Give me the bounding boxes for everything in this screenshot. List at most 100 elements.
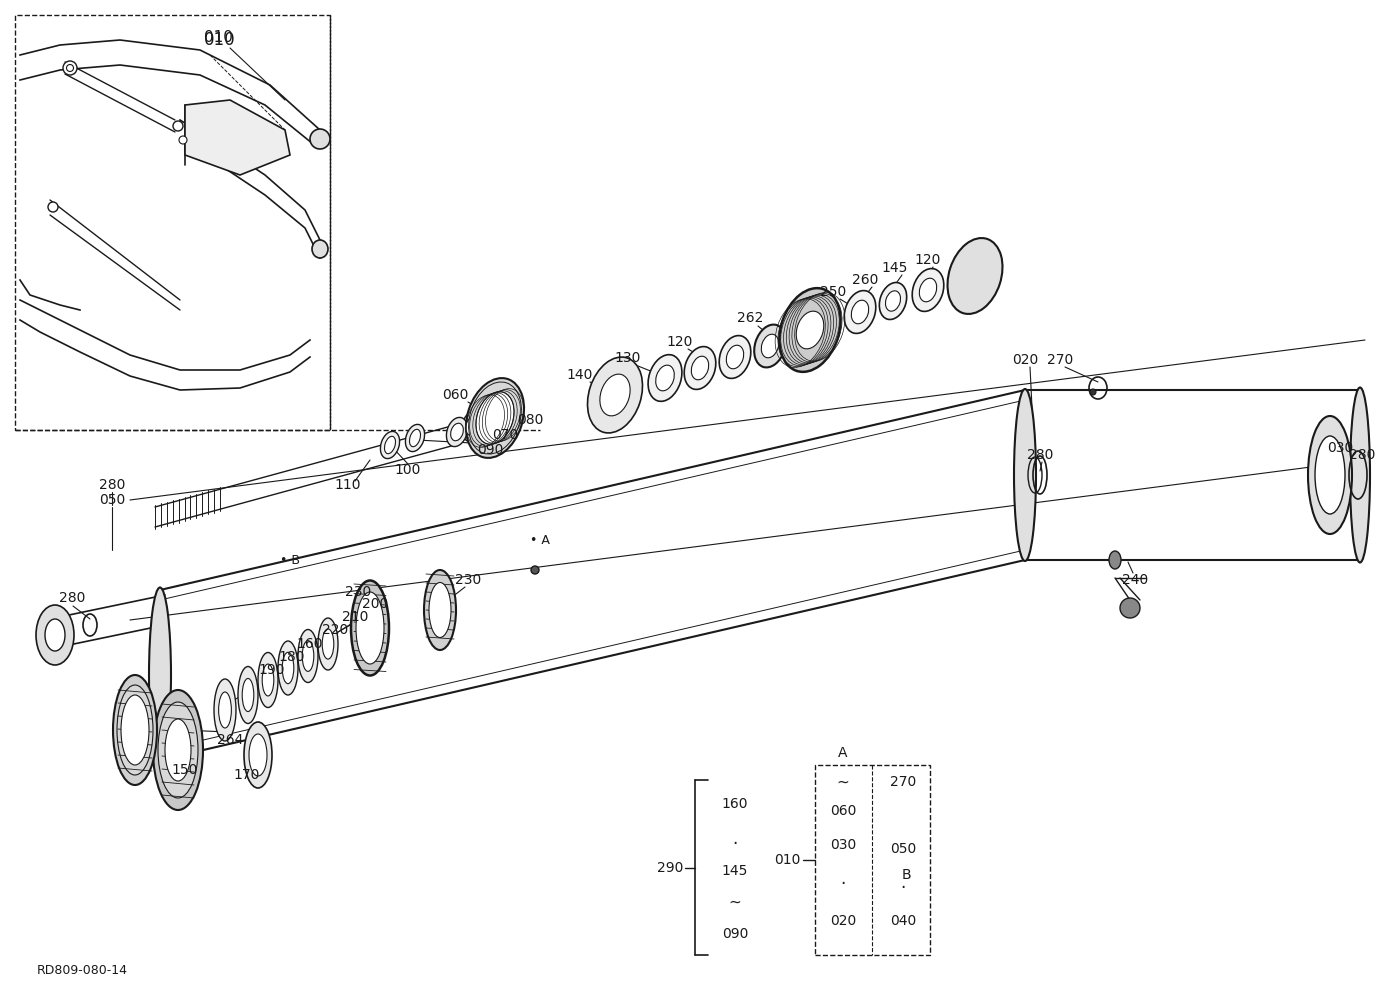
Ellipse shape: [648, 354, 683, 401]
Text: 280: 280: [1349, 448, 1375, 462]
Text: ~: ~: [728, 895, 742, 910]
Ellipse shape: [451, 423, 463, 440]
Ellipse shape: [447, 417, 467, 446]
Ellipse shape: [149, 588, 171, 763]
Ellipse shape: [258, 653, 279, 708]
Ellipse shape: [1309, 416, 1351, 534]
Text: 240: 240: [1123, 573, 1149, 587]
Text: 280: 280: [99, 478, 125, 492]
Ellipse shape: [691, 356, 709, 379]
Text: 020: 020: [1012, 353, 1038, 367]
Text: 090: 090: [721, 927, 749, 941]
Text: 060: 060: [441, 388, 469, 402]
Ellipse shape: [283, 653, 294, 684]
Text: 280: 280: [1027, 448, 1054, 462]
Text: • B: • B: [280, 554, 301, 567]
Ellipse shape: [352, 581, 389, 676]
Text: ~: ~: [837, 775, 849, 790]
Ellipse shape: [385, 436, 396, 453]
Ellipse shape: [219, 692, 232, 728]
Ellipse shape: [423, 570, 456, 650]
Ellipse shape: [298, 630, 319, 683]
Ellipse shape: [587, 357, 643, 433]
Text: 230: 230: [455, 573, 481, 587]
Ellipse shape: [66, 64, 73, 71]
Ellipse shape: [466, 378, 524, 457]
Ellipse shape: [469, 382, 521, 454]
Text: 145: 145: [721, 864, 749, 878]
Ellipse shape: [48, 202, 58, 212]
Ellipse shape: [920, 278, 936, 301]
Ellipse shape: [113, 675, 157, 785]
Text: 030: 030: [1327, 441, 1353, 455]
Text: 145: 145: [881, 261, 909, 275]
Ellipse shape: [159, 702, 199, 798]
Text: 090: 090: [477, 443, 503, 457]
Ellipse shape: [36, 605, 74, 665]
Ellipse shape: [63, 61, 77, 75]
Text: .: .: [840, 870, 845, 888]
Ellipse shape: [165, 719, 192, 781]
Text: 230: 230: [345, 585, 371, 599]
Text: .: .: [732, 831, 738, 849]
Ellipse shape: [684, 346, 716, 389]
Bar: [15, 15, 330, 430]
Text: 050: 050: [889, 842, 916, 856]
Ellipse shape: [153, 690, 203, 810]
Ellipse shape: [250, 734, 268, 776]
Text: 190: 190: [259, 663, 285, 677]
Text: 010: 010: [774, 853, 800, 867]
Text: A: A: [838, 746, 848, 760]
Ellipse shape: [214, 679, 236, 741]
Text: 270: 270: [1047, 353, 1073, 367]
Text: 010: 010: [204, 31, 236, 49]
Text: 262: 262: [736, 311, 763, 325]
Ellipse shape: [46, 619, 65, 651]
Ellipse shape: [754, 324, 786, 367]
Ellipse shape: [243, 679, 254, 712]
Text: 110: 110: [335, 478, 361, 492]
Ellipse shape: [239, 667, 258, 724]
Ellipse shape: [381, 431, 400, 458]
Text: 120: 120: [667, 335, 694, 349]
Text: 100: 100: [394, 463, 421, 477]
Text: 280: 280: [59, 591, 85, 605]
Ellipse shape: [244, 722, 272, 788]
Ellipse shape: [405, 424, 425, 451]
Text: 210: 210: [342, 610, 368, 624]
Text: 250: 250: [821, 285, 847, 299]
Ellipse shape: [462, 410, 484, 441]
Ellipse shape: [310, 129, 330, 149]
Text: 120: 120: [914, 253, 942, 267]
Text: 180: 180: [279, 650, 305, 664]
Ellipse shape: [117, 685, 153, 775]
Ellipse shape: [262, 664, 274, 696]
Ellipse shape: [466, 416, 480, 435]
Ellipse shape: [531, 566, 539, 574]
Text: • A: • A: [530, 534, 550, 547]
Ellipse shape: [1350, 387, 1369, 563]
Ellipse shape: [356, 592, 383, 664]
Text: 160: 160: [296, 637, 323, 651]
Ellipse shape: [302, 641, 314, 672]
Text: 160: 160: [721, 798, 749, 812]
Text: 150: 150: [172, 763, 199, 777]
Polygon shape: [185, 100, 290, 175]
Text: 170: 170: [234, 768, 261, 782]
Text: 130: 130: [615, 351, 641, 365]
Ellipse shape: [312, 240, 328, 258]
Ellipse shape: [720, 335, 750, 378]
Text: 070: 070: [492, 428, 519, 442]
Ellipse shape: [1316, 436, 1345, 514]
Ellipse shape: [319, 618, 338, 670]
Text: 270: 270: [889, 775, 916, 789]
Text: 220: 220: [321, 623, 348, 637]
Ellipse shape: [655, 365, 674, 390]
Text: 140: 140: [567, 368, 593, 382]
Ellipse shape: [1109, 551, 1121, 569]
Ellipse shape: [727, 345, 743, 368]
Text: 040: 040: [889, 914, 916, 928]
Text: RD809-080-14: RD809-080-14: [36, 964, 127, 977]
Bar: [815, 765, 929, 955]
Text: 080: 080: [517, 413, 543, 427]
